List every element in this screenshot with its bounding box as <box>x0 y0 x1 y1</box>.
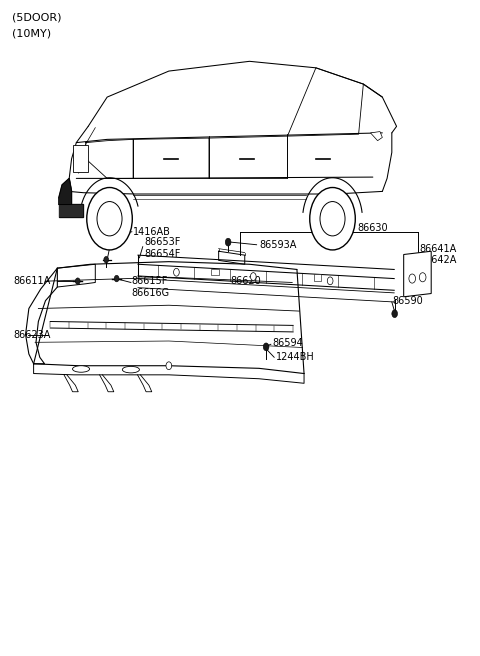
Text: 86611A: 86611A <box>13 276 50 286</box>
Text: (5DOOR): (5DOOR) <box>12 12 62 22</box>
Text: 86590: 86590 <box>393 296 423 306</box>
Circle shape <box>174 268 179 276</box>
Polygon shape <box>404 251 431 297</box>
Text: 86615F: 86615F <box>132 276 168 286</box>
Text: 86620: 86620 <box>230 276 261 286</box>
Text: 86630: 86630 <box>358 224 388 234</box>
Circle shape <box>409 274 416 283</box>
Circle shape <box>310 188 355 250</box>
Text: 86616G: 86616G <box>132 288 170 298</box>
Polygon shape <box>59 205 84 217</box>
Text: 86594: 86594 <box>272 338 303 348</box>
Circle shape <box>251 273 256 281</box>
Bar <box>73 144 88 172</box>
Circle shape <box>327 277 333 285</box>
Ellipse shape <box>72 366 90 372</box>
Ellipse shape <box>122 367 139 373</box>
Text: 86641A: 86641A <box>420 243 456 254</box>
Text: 86653F: 86653F <box>144 237 180 247</box>
Circle shape <box>104 256 108 263</box>
Circle shape <box>87 188 132 250</box>
Polygon shape <box>59 178 72 205</box>
Polygon shape <box>371 132 383 140</box>
Circle shape <box>392 310 397 318</box>
Text: 86654F: 86654F <box>144 249 180 259</box>
Bar <box>313 274 321 281</box>
Circle shape <box>420 273 426 282</box>
Circle shape <box>114 276 119 282</box>
Text: 1416AB: 1416AB <box>133 227 171 237</box>
Circle shape <box>320 201 345 236</box>
Circle shape <box>166 362 172 369</box>
Circle shape <box>97 201 122 236</box>
Text: (10MY): (10MY) <box>12 29 51 39</box>
Text: 86593A: 86593A <box>259 239 296 250</box>
Circle shape <box>263 343 269 351</box>
Circle shape <box>75 278 80 285</box>
Text: 86623A: 86623A <box>13 329 50 340</box>
Circle shape <box>225 238 231 246</box>
Text: 86642A: 86642A <box>420 255 456 266</box>
Text: 1244BH: 1244BH <box>276 352 314 362</box>
Bar <box>211 268 219 275</box>
